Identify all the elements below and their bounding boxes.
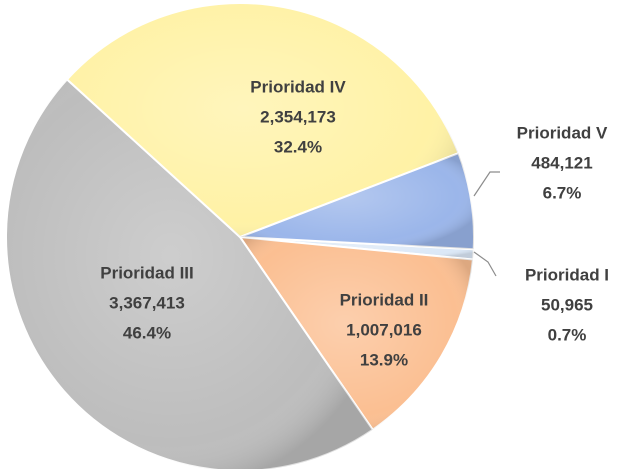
slice-shade [67,2,459,238]
slice-label-percent: 46.4% [123,323,171,342]
pie [5,2,475,469]
slice-label-percent: 6.7% [543,183,582,202]
slice-label-name: Prioridad IV [250,77,346,96]
labels: Prioridad I 50,965 0.7% Prioridad II 1,007,0… [100,77,609,369]
slice-shade [240,153,475,250]
slice-label-value: 1,007,016 [346,320,422,339]
leader-line [473,171,500,197]
slice-label-value: 2,354,173 [260,107,336,126]
slice-label-percent: 13.9% [360,350,408,369]
slice-label-name: Prioridad I [525,265,609,284]
slice-label-name: Prioridad V [517,123,608,142]
slice-label-percent: 32.4% [274,137,322,156]
slice-label-value: 484,121 [531,153,592,172]
slice-shade [240,237,473,430]
slice-label-percent: 0.7% [548,325,587,344]
slice-label-value: 3,367,413 [109,293,185,312]
leader-line [473,251,497,277]
slice-label-value: 50,965 [541,295,593,314]
slice-shade [6,79,373,469]
slice-label-name: Prioridad II [340,290,429,309]
slice-label-name: Prioridad III [100,263,194,282]
